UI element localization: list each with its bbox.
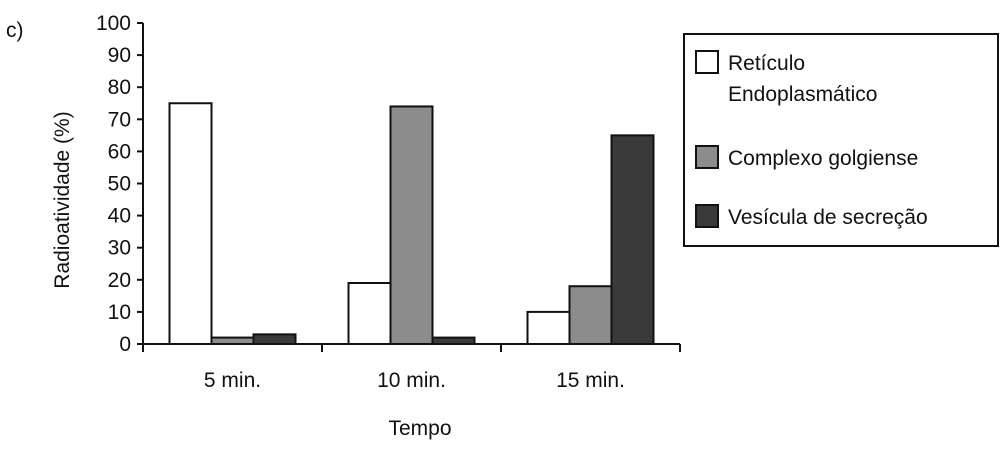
bar-3-3 (610, 134, 655, 345)
legend-label-1: Endoplasmático (728, 83, 877, 106)
y-tick-label: 80 (108, 76, 131, 99)
y-axis-title: Radioatividade (%) (51, 111, 74, 288)
y-tick-label: 40 (108, 205, 131, 228)
legend-label-1: Retículo (728, 52, 805, 75)
x-tick-label: 5 min. (204, 369, 261, 392)
bar-3-1 (252, 333, 297, 345)
bar-1-3 (526, 310, 571, 345)
y-axis: 0 10 20 30 40 50 60 70 80 90 100 (96, 12, 144, 356)
legend-label-3: Vesícula de secreção (728, 206, 928, 229)
bar-1-1 (168, 102, 213, 345)
legend: Retículo Endoplasmático Complexo golgiense… (683, 33, 999, 247)
y-tick-label: 30 (108, 237, 131, 260)
y-tick-label: 0 (119, 333, 131, 356)
x-tick-label: 10 min. (377, 369, 446, 392)
bar-1-2 (347, 282, 392, 346)
y-tick-label: 90 (108, 44, 131, 67)
bar-2-3 (568, 285, 613, 345)
panel-label: c) (6, 19, 24, 42)
legend-swatch-1 (695, 50, 719, 74)
legend-label-2: Complexo golgiense (728, 147, 918, 170)
bar-3-2 (431, 336, 476, 345)
bars (168, 102, 655, 346)
y-tick-label: 60 (108, 140, 131, 163)
x-tick-label: 15 min. (556, 369, 625, 392)
y-tick-label: 50 (108, 173, 131, 196)
legend-box (683, 33, 999, 247)
legend-swatch-3 (695, 204, 719, 228)
bar-2-1 (210, 336, 255, 345)
x-axis-title: Tempo (388, 417, 451, 440)
y-tick-label: 100 (96, 12, 131, 35)
bar-2-2 (389, 105, 434, 345)
y-tick-label: 10 (108, 301, 131, 324)
y-tick-label: 20 (108, 269, 131, 292)
legend-swatch-2 (695, 145, 719, 169)
x-axis: 5 min. 10 min. 15 min. (142, 343, 681, 392)
y-tick-label: 70 (108, 108, 131, 131)
